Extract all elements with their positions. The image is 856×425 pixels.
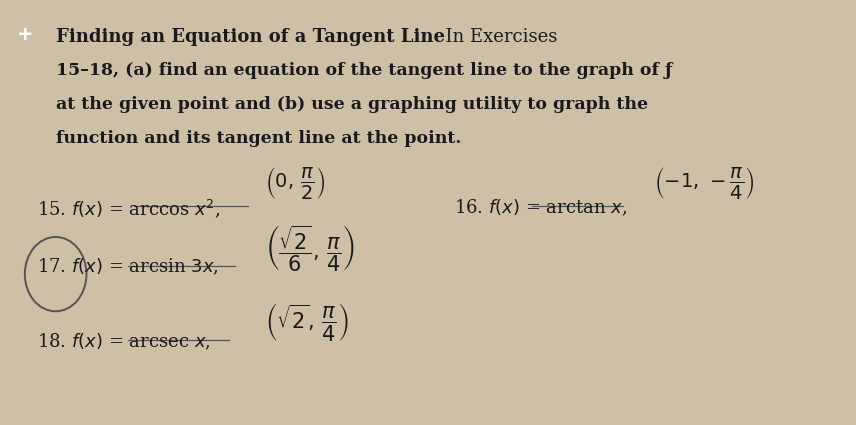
Text: In Exercises: In Exercises <box>434 28 557 45</box>
Text: $\left(-1,\,-\dfrac{\pi}{4}\right)$: $\left(-1,\,-\dfrac{\pi}{4}\right)$ <box>654 165 754 201</box>
Text: Finding an Equation of a Tangent Line: Finding an Equation of a Tangent Line <box>56 28 444 45</box>
Text: 15. $f(x)$ = arccos $x^2$,: 15. $f(x)$ = arccos $x^2$, <box>37 198 220 220</box>
Text: 17. $f(x)$ = arcsin $3x$,: 17. $f(x)$ = arcsin $3x$, <box>37 257 218 278</box>
Text: at the given point and (b) use a graphing utility to graph the: at the given point and (b) use a graphin… <box>56 96 648 113</box>
Text: $\left(\sqrt{2},\,\dfrac{\pi}{4}\right)$: $\left(\sqrt{2},\,\dfrac{\pi}{4}\right)$ <box>265 301 349 343</box>
Text: +: + <box>17 25 33 43</box>
Text: 15–18, (a) find an equation of the tangent line to the graph of ƒ: 15–18, (a) find an equation of the tange… <box>56 62 672 79</box>
Text: $\left(0,\,\dfrac{\pi}{2}\right)$: $\left(0,\,\dfrac{\pi}{2}\right)$ <box>265 165 325 201</box>
Text: $\left(\dfrac{\sqrt{2}}{6},\,\dfrac{\pi}{4}\right)$: $\left(\dfrac{\sqrt{2}}{6},\,\dfrac{\pi}… <box>265 223 355 274</box>
Text: 18. $f(x)$ = arcsec $x$,: 18. $f(x)$ = arcsec $x$, <box>37 332 211 352</box>
Text: function and its tangent line at the point.: function and its tangent line at the poi… <box>56 130 461 147</box>
Text: 16. $f(x)$ = arctan $x$,: 16. $f(x)$ = arctan $x$, <box>454 198 627 218</box>
